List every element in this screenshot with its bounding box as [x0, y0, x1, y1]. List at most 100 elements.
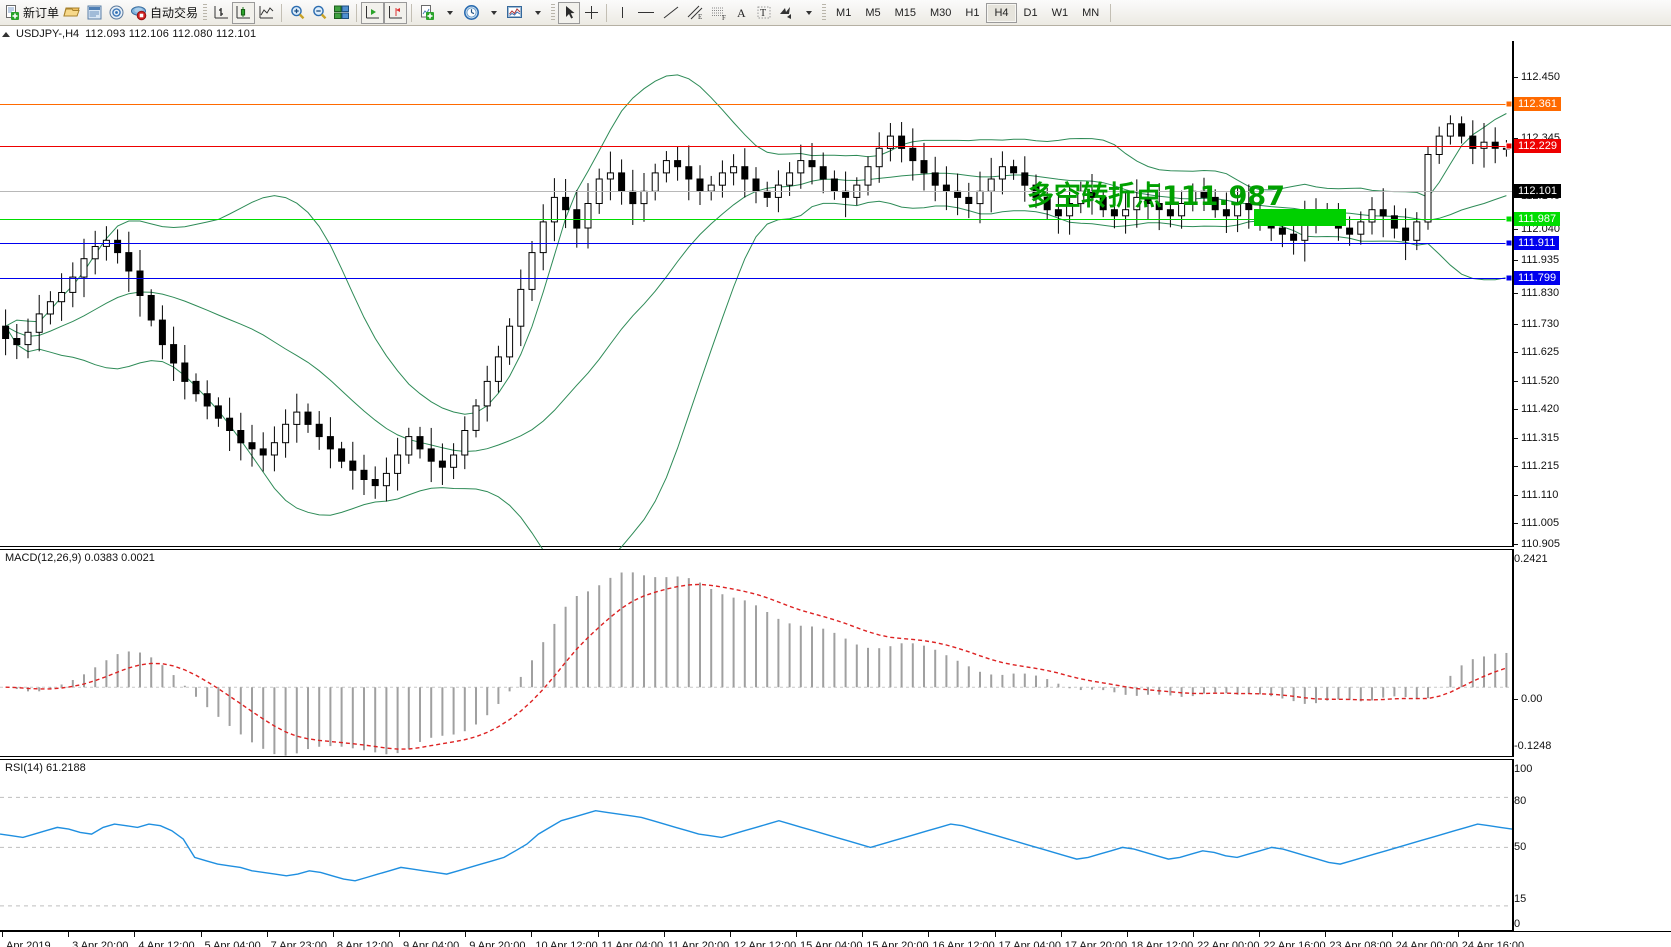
timeframe-w1[interactable]: W1 — [1051, 6, 1069, 19]
price-tick: 110.905 — [1514, 538, 1560, 550]
trendline-button[interactable] — [659, 2, 683, 24]
level-blue-lower-label[interactable]: 111.799 — [1514, 271, 1561, 285]
indicators-icon — [419, 4, 436, 21]
toolbar-grip[interactable] — [203, 3, 208, 22]
bar-chart-button[interactable] — [210, 2, 232, 24]
time-tick — [796, 932, 798, 937]
time-label: 17 Apr 04:00 — [998, 940, 1061, 947]
macd-pane[interactable]: MACD(12,26,9) 0.0383 0.0021 — [0, 549, 1512, 757]
auto-trading-button[interactable]: 自动交易 — [128, 2, 200, 24]
rsi-tick: 80 — [1514, 795, 1527, 807]
candlestick-icon — [235, 4, 252, 21]
level-orange-label[interactable]: 112.361 — [1514, 97, 1561, 111]
level-blue-upper-line[interactable] — [0, 243, 1512, 244]
horizontal-line-icon — [635, 4, 657, 21]
time-tick — [1060, 932, 1062, 937]
price-pane[interactable]: 多空转折点111.987 — [0, 41, 1513, 581]
horizontal-line-button[interactable] — [633, 2, 659, 24]
new-order-button[interactable]: 新订单 — [2, 2, 61, 24]
zoom-in-button[interactable] — [286, 2, 308, 24]
tile-windows-icon — [333, 4, 350, 21]
chart-area[interactable]: 多空转折点111.987 MACD(12,26,9) 0.0383 0.0021… — [0, 41, 1671, 947]
time-tick — [729, 932, 731, 937]
text-icon: A — [735, 4, 749, 21]
toolbar-separator — [281, 3, 283, 22]
line-chart-icon — [258, 4, 275, 21]
price-axis[interactable]: 112.450112.345112.140112.040111.935111.8… — [1512, 41, 1671, 550]
time-label: 24 Apr 16:00 — [1461, 940, 1525, 947]
time-label: 11 Apr 20:00 — [667, 940, 730, 947]
terminal-button[interactable] — [61, 2, 84, 24]
svg-text:A: A — [737, 6, 746, 20]
rsi-pane[interactable]: RSI(14) 61.2188 — [0, 759, 1513, 931]
arrows-button[interactable] — [775, 2, 797, 24]
fibonacci-button[interactable]: F — [707, 2, 731, 24]
level-green-label[interactable]: 111.987 — [1514, 212, 1561, 226]
toolbar-grip-2[interactable] — [551, 3, 556, 22]
timeframe-m30[interactable]: M30 — [930, 6, 952, 19]
time-tick — [1325, 932, 1327, 937]
price-tick: 111.730 — [1514, 318, 1559, 330]
candlestick-chart-button[interactable] — [232, 1, 256, 24]
time-label: 12 Apr 12:00 — [733, 940, 797, 947]
green-highlight-box — [1254, 209, 1346, 226]
chevron-down-icon-2 — [491, 10, 498, 15]
macd-tick: -0.1248 — [1514, 740, 1552, 752]
time-tick — [597, 932, 599, 937]
navigator-button[interactable] — [106, 2, 128, 24]
level-green-line[interactable] — [0, 219, 1512, 220]
indicators-dropdown[interactable] — [438, 2, 460, 24]
crosshair-icon — [583, 4, 600, 21]
arrows-dropdown[interactable] — [797, 2, 819, 24]
level-orange-line[interactable] — [0, 104, 1512, 105]
text-label-button[interactable]: T — [753, 2, 775, 24]
symbol-info-bar: USDJPY-,H4 112.093 112.106 112.080 112.1… — [0, 27, 1671, 41]
timeframe-h4[interactable]: H4 — [986, 2, 1017, 23]
level-current-price-label[interactable]: 112.101 — [1514, 184, 1561, 198]
chart-shift-button[interactable] — [384, 1, 408, 24]
templates-dropdown[interactable] — [526, 2, 548, 24]
timeframe-d1[interactable]: D1 — [1023, 6, 1038, 19]
line-chart-button[interactable] — [255, 2, 277, 24]
level-blue-upper-label[interactable]: 111.911 — [1514, 236, 1560, 250]
time-label: Apr 2019 — [6, 940, 51, 947]
expand-triangle-icon[interactable] — [2, 31, 10, 37]
tile-windows-button[interactable] — [330, 2, 352, 24]
vertical-line-button[interactable] — [611, 2, 633, 24]
toolbar-separator-2 — [356, 3, 358, 22]
time-label: 9 Apr 20:00 — [469, 940, 526, 947]
indicators-button[interactable] — [416, 2, 438, 24]
timeframe-h1[interactable]: H1 — [965, 6, 980, 19]
cursor-button[interactable] — [558, 1, 581, 24]
time-tick — [1126, 932, 1128, 937]
crosshair-button[interactable] — [580, 2, 602, 24]
time-tick — [200, 932, 202, 937]
level-red-label[interactable]: 112.229 — [1514, 139, 1561, 153]
level-red-line[interactable] — [0, 146, 1512, 147]
auto-scroll-button[interactable] — [361, 1, 385, 24]
bar-chart-icon — [213, 4, 230, 21]
time-axis[interactable]: Apr 2019 3 Apr 20:00 4 Apr 12:00 5 Apr 04:0… — [0, 931, 1671, 947]
period-dropdown[interactable] — [482, 2, 504, 24]
zoom-out-icon — [311, 4, 328, 21]
zoom-out-button[interactable] — [308, 2, 330, 24]
text-button[interactable]: A — [731, 2, 753, 24]
timeframe-mn[interactable]: MN — [1082, 6, 1100, 19]
macd-axis[interactable]: 0.2421 0.00 -0.1248 — [1512, 549, 1671, 757]
time-label: 16 Apr 12:00 — [932, 940, 995, 947]
timeframe-m15[interactable]: M15 — [894, 6, 916, 19]
macd-chart-canvas — [0, 572, 1512, 756]
level-blue-lower-line[interactable] — [0, 278, 1512, 279]
market-watch-button[interactable] — [84, 2, 106, 24]
timeframe-m5[interactable]: M5 — [865, 6, 881, 19]
time-label: 5 Apr 04:00 — [204, 940, 261, 947]
equidistant-channel-button[interactable]: E — [683, 2, 707, 24]
time-tick — [531, 932, 533, 937]
toolbar-grip-3[interactable] — [822, 3, 827, 22]
rsi-axis[interactable]: 100 80 50 15 0 — [1512, 759, 1671, 931]
price-axis-line — [1512, 41, 1514, 547]
timeframe-m1[interactable]: M1 — [836, 6, 852, 19]
templates-button[interactable] — [504, 2, 526, 24]
level-current-price-line[interactable] — [0, 191, 1512, 192]
period-button[interactable] — [460, 2, 482, 24]
